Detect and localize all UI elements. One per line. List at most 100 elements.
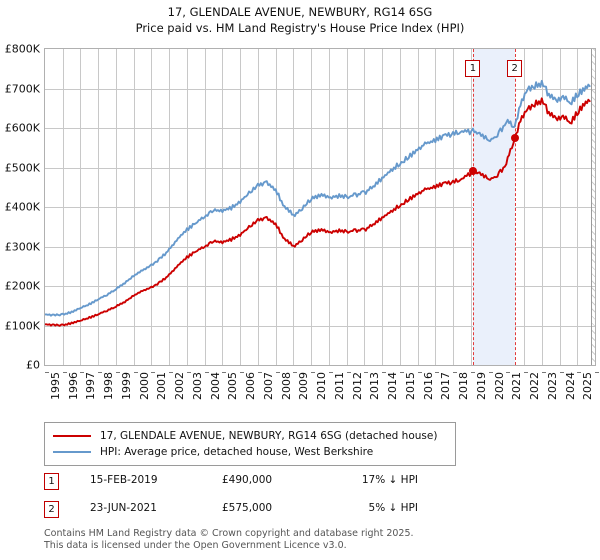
y-axis-tick-label: £400K [4,200,40,214]
sale-price: £490,000 [222,474,273,486]
gridline-vertical [62,49,64,365]
x-axis-tick [559,372,564,373]
gridline-vertical [186,49,188,365]
x-axis-tick [346,372,351,373]
x-axis-tick-label: 2017 [439,372,453,400]
x-axis-tick-label: 2021 [510,372,524,400]
y-axis-tick-label: £600K [4,121,40,135]
gridline-vertical [151,49,153,365]
sale-marker-flag[interactable]: 2 [507,60,523,77]
gridline-vertical [382,49,384,365]
x-axis-tick-label: 2018 [457,372,471,400]
gridline-horizontal [45,167,595,169]
sale-marker-rule [514,49,516,365]
x-axis-tick-label: 2005 [226,372,240,400]
legend-item-hpi: HPI: Average price, detached house, West… [53,444,447,460]
footer-line-1: Contains HM Land Registry data © Crown c… [44,528,414,539]
gridline-horizontal [45,246,595,248]
gridline-vertical [311,49,313,365]
gridline-vertical [417,49,419,365]
legend-item-property: 17, GLENDALE AVENUE, NEWBURY, RG14 6SG (… [53,428,447,444]
series-line [45,97,591,327]
x-axis-tick-label: 2012 [350,372,364,400]
x-axis-tick-label: 2016 [421,372,435,400]
chart-title-block: 17, GLENDALE AVENUE, NEWBURY, RG14 6SG P… [0,4,600,36]
x-axis-tick-label: 2009 [297,372,311,400]
x-axis-tick [417,372,422,373]
gridline-vertical [559,49,561,365]
sale-marker-dot[interactable] [468,167,477,176]
y-axis-tick-label: £700K [4,82,40,95]
table-row: 2 23-JUN-2021 £575,000 5% ↓ HPI [44,500,464,528]
sales-table: 1 15-FEB-2019 £490,000 17% ↓ HPI 2 23-JU… [44,472,464,528]
gridline-vertical [577,49,579,365]
legend-label-property: 17, GLENDALE AVENUE, NEWBURY, RG14 6SG (… [100,430,438,442]
x-axis-tick-label: 2001 [155,372,169,400]
copyright-footer: Contains HM Land Registry data © Crown c… [44,528,564,551]
x-axis-tick-label: 1998 [102,372,116,400]
page-subtitle: Price paid vs. HM Land Registry's House … [135,21,465,35]
gridline-vertical [257,49,259,365]
x-axis-tick-label: 2008 [279,372,293,400]
sale-marker-rule [472,49,474,365]
x-axis-tick-label: 2010 [315,372,329,400]
legend-label-hpi: HPI: Average price, detached house, West… [100,446,374,458]
x-axis-tick-label: 2024 [563,372,577,400]
gridline-horizontal [45,207,595,208]
footer-line-2: This data is licensed under the Open Gov… [44,539,347,551]
gridline-vertical [435,49,437,365]
gridline-vertical [133,49,135,365]
y-axis-tick-label: £300K [4,240,40,253]
page-title: 17, GLENDALE AVENUE, NEWBURY, RG14 6SG [167,5,433,19]
y-axis-tick-label: £0 [26,358,40,372]
sale-date: 15-FEB-2019 [90,474,158,486]
sale-period-highlight-band [472,49,515,365]
y-axis-tick-label: £500K [4,161,40,174]
sale-marker-dot[interactable] [510,133,519,142]
gridline-vertical [98,49,100,365]
x-axis-tick-label: 2006 [244,372,258,400]
x-axis-tick-label: 2015 [403,372,417,400]
status-badge: 2 [44,501,59,518]
x-axis-tick-label: 2007 [261,372,275,400]
gridline-vertical [453,49,455,365]
x-axis-tick-label: 2011 [332,372,346,400]
y-axis-labels: £0 £100K £200K £300K £400K £500K £600K £700K £80… [0,0,44,410]
status-badge: 1 [44,473,59,490]
x-axis-tick [488,372,493,373]
x-axis-tick-label: 2000 [137,372,151,400]
legend-swatch-hpi [53,451,91,453]
x-axis-tick-label: 1999 [119,372,133,400]
y-axis-tick-label: £800K [4,42,40,56]
gridline-vertical [169,49,171,365]
legend-swatch-property [53,435,91,437]
x-axis-tick-label: 2004 [208,372,222,400]
gridline-vertical [524,49,526,365]
series-line [45,79,591,317]
chart-legend: 17, GLENDALE AVENUE, NEWBURY, RG14 6SG (… [44,422,456,466]
x-axis-tick-label: 2019 [474,372,488,400]
gridline-horizontal [45,325,595,327]
x-axis-tick-label: 2022 [528,372,542,400]
x-axis-tick-label: 1996 [66,372,80,400]
sale-marker-flag[interactable]: 1 [465,60,481,77]
sale-hpi-delta: 5% ↓ HPI [368,502,418,514]
gridline-vertical [328,49,330,365]
gridline-vertical [364,49,366,365]
gridline-horizontal [45,88,595,90]
sale-hpi-delta: 17% ↓ HPI [361,474,418,486]
x-axis-tick-label: 2025 [581,372,595,400]
x-axis-tick-label: 2020 [492,372,506,400]
sale-price: £575,000 [222,502,273,514]
table-row: 1 15-FEB-2019 £490,000 17% ↓ HPI [44,472,464,500]
sale-date: 23-JUN-2021 [90,502,157,514]
gridline-vertical [222,49,224,365]
gridline-horizontal [45,286,595,287]
gridline-vertical [80,49,82,365]
gridline-vertical [275,49,277,365]
series-lines [45,79,591,327]
y-axis-tick-label: £100K [4,319,40,332]
x-axis-tick-label: 2013 [368,372,382,400]
x-axis-tick-label: 1997 [84,372,98,400]
